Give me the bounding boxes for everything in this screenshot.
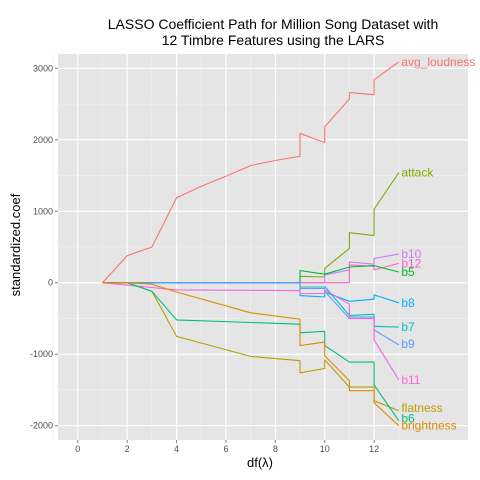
series-label-flatness: flatness [401, 401, 442, 415]
y-tick-label: -1000 [30, 349, 53, 359]
series-label-b6: b6 [401, 412, 415, 426]
series-line-brightness [102, 282, 400, 427]
y-tick-label: 2000 [33, 135, 53, 145]
series-line-avg_loudness [102, 61, 400, 284]
x-tick-label: 10 [320, 444, 330, 454]
x-tick-label: 6 [223, 444, 228, 454]
y-tick-label: -2000 [30, 421, 53, 431]
x-tick-label: 12 [369, 444, 379, 454]
x-tick-label: 0 [75, 444, 80, 454]
series-label-b5: b5 [401, 265, 415, 279]
y-tick-label: 3000 [33, 63, 53, 73]
chart-title-line-2: 12 Timbre Features using the LARS [162, 32, 385, 48]
x-axis-title: df(λ) [247, 455, 273, 470]
series-label-b12: b12 [401, 256, 421, 270]
series-label-b8: b8 [401, 296, 415, 310]
y-tick-label: 0 [48, 278, 53, 288]
series-label-attack: attack [401, 166, 434, 180]
series-line-b12 [102, 262, 399, 284]
series-line-b11 [102, 282, 400, 381]
y-axis-title: standardized.coef [8, 193, 23, 296]
x-tick-label: 4 [174, 444, 179, 454]
series-label-brightness: brightness [401, 419, 456, 433]
plot-area: 0 2 4 6 8 10 12 -2000 -1000 0 1000 2000 3000 avg_loud… [30, 54, 475, 454]
series-label-b9: b9 [401, 337, 415, 351]
series-label-b11: b11 [401, 373, 420, 387]
series-line-b6 [102, 282, 400, 422]
series-label-b10: b10 [401, 247, 421, 261]
x-tick-label: 8 [273, 444, 278, 454]
y-tick-label: 1000 [33, 206, 53, 216]
x-tick-label: 2 [125, 444, 130, 454]
series-label-b7: b7 [401, 320, 415, 334]
series-label-avg_loudness: avg_loudness [401, 55, 475, 69]
chart-title-line-1: LASSO Coefficient Path for Million Song … [108, 16, 438, 32]
